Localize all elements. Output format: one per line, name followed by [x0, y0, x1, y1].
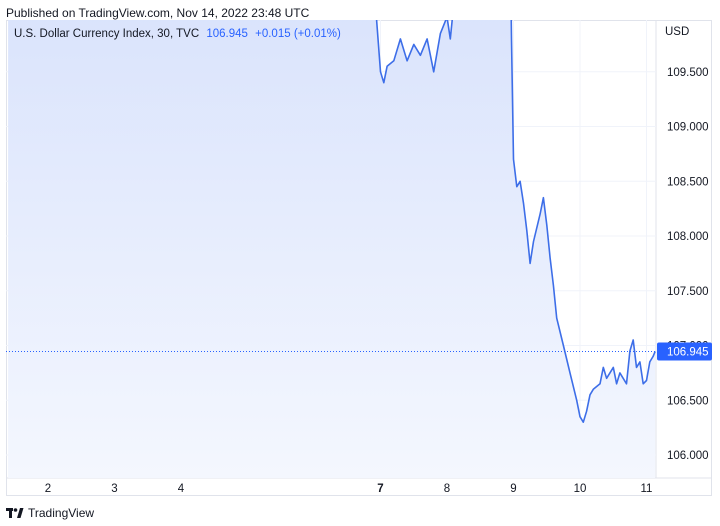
y-tick-label: 106.500: [667, 395, 709, 407]
footer: TradingView: [6, 505, 94, 521]
x-tick-label: 11: [641, 483, 653, 495]
y-tick-label: 108.000: [667, 231, 709, 243]
x-tick-label: 9: [510, 483, 516, 495]
last-price-label: 106.945: [657, 342, 712, 361]
symbol-change: +0.015 (+0.01%): [255, 28, 341, 40]
brand-name[interactable]: TradingView: [28, 506, 95, 520]
published-text: Published on TradingView.com, Nov 14, 20…: [6, 6, 310, 20]
y-tick-label: 109.000: [667, 122, 709, 134]
last-price-badge: [657, 342, 712, 361]
x-tick-label: 10: [574, 483, 587, 495]
last-price-text: 106.945: [667, 347, 709, 359]
x-tick-label: 4: [178, 483, 185, 495]
x-tick-label: 7: [377, 483, 383, 495]
price-line: [375, 20, 656, 423]
y-tick-label: 107.500: [667, 286, 709, 298]
chart-frame: 106.000106.500107.000107.500108.000108.5…: [6, 20, 712, 496]
price-area: [8, 20, 656, 478]
tradingview-logo-icon[interactable]: [6, 507, 24, 519]
time-axis[interactable]: 23478910111415: [45, 483, 712, 495]
currency-label[interactable]: USD: [665, 26, 690, 38]
symbol-legend[interactable]: U.S. Dollar Currency Index, 30, TVC 106.…: [14, 28, 341, 40]
y-tick-label: 106.000: [667, 450, 709, 462]
x-tick-label: 2: [45, 483, 51, 495]
y-tick-label: 108.500: [667, 176, 709, 188]
symbol-name: U.S. Dollar Currency Index, 30, TVC: [14, 28, 200, 40]
y-tick-label: 109.500: [667, 67, 709, 79]
x-tick-label: 3: [111, 483, 117, 495]
symbol-price: 106.945: [206, 28, 248, 40]
x-tick-label: 8: [444, 483, 450, 495]
